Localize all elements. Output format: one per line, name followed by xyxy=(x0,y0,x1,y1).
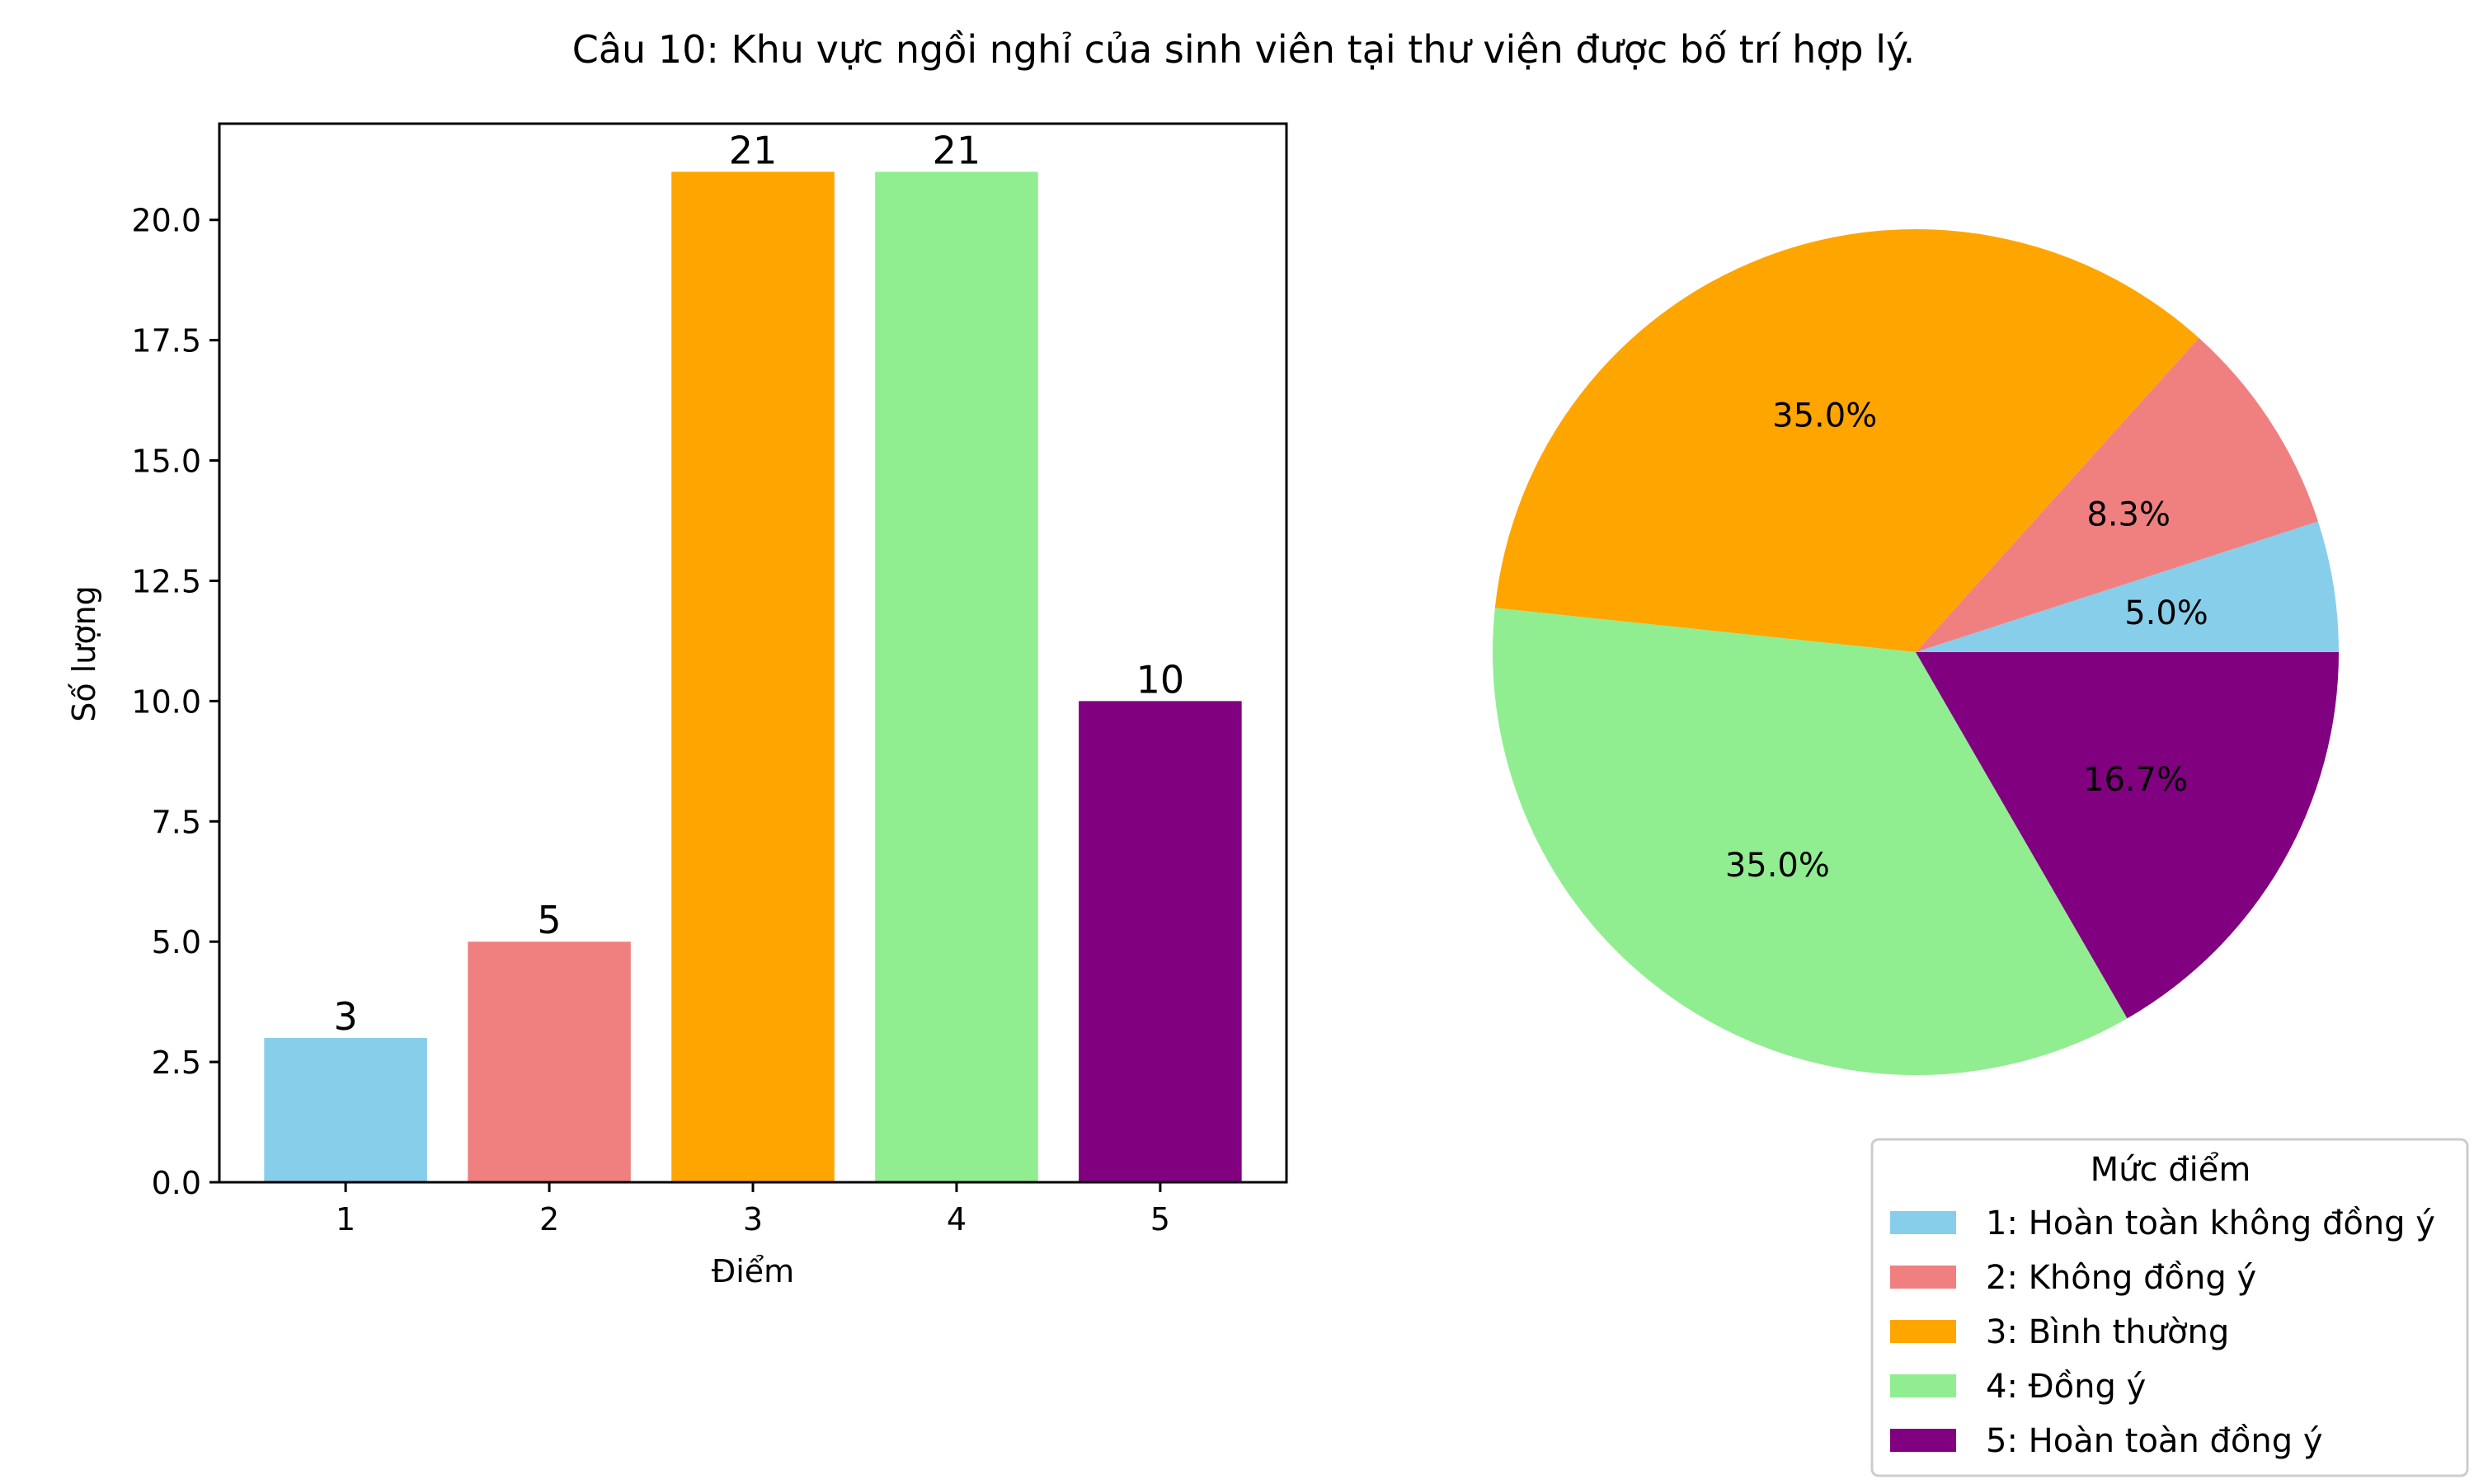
bar-value-label-4: 21 xyxy=(933,128,981,172)
legend-swatch-4 xyxy=(1890,1374,1956,1397)
y-tick-label: 2.5 xyxy=(152,1045,201,1081)
pie-percent-label-2: 8.3% xyxy=(2086,495,2171,533)
pie-percent-label-4: 35.0% xyxy=(1725,847,1830,885)
y-tick-label: 7.5 xyxy=(152,804,201,840)
bar-5 xyxy=(1079,701,1242,1182)
pie-percent-label-1: 5.0% xyxy=(2124,594,2208,632)
legend-title: Mức điểm xyxy=(2091,1151,2251,1189)
legend-swatch-1 xyxy=(1890,1211,1956,1234)
y-tick-label: 5.0 xyxy=(152,924,201,960)
legend: Mức điểm 1: Hoàn toàn không đồng ý 2: Khô… xyxy=(1870,1138,2469,1477)
legend-entry-4: 4: Đồng ý xyxy=(1986,1368,2146,1406)
y-tick-label: 10.0 xyxy=(131,683,201,720)
legend-entry-3: 3: Bình thường xyxy=(1986,1313,2229,1351)
bar-value-label-5: 10 xyxy=(1136,657,1185,702)
x-tick-label-3: 3 xyxy=(743,1201,763,1237)
pie-chart: 5.0% 8.3% 35.0% 35.0% 16.7% xyxy=(1493,229,2339,1075)
bar-x-axis-label: Điểm xyxy=(712,1253,794,1289)
bar-3 xyxy=(671,171,835,1182)
pie-slices xyxy=(1493,229,2339,1075)
legend-swatch-5 xyxy=(1890,1429,1956,1452)
bar-value-label-3: 21 xyxy=(729,128,778,172)
pie-slice-2 xyxy=(1916,337,2318,652)
y-tick-label: 0.0 xyxy=(152,1165,201,1201)
y-tick-label: 17.5 xyxy=(131,323,201,359)
bar-value-label-2: 5 xyxy=(537,898,561,942)
legend-entry-2: 2: Không đồng ý xyxy=(1986,1259,2256,1297)
y-tick-label: 15.0 xyxy=(131,444,201,480)
figure-title: Câu 10: Khu vực ngồi nghỉ của sinh viên … xyxy=(572,27,1916,72)
legend-entry-5: 5: Hoàn toàn đồng ý xyxy=(1986,1422,2323,1460)
y-tick-label: 12.5 xyxy=(131,563,201,599)
pie-labels: 5.0% 8.3% 35.0% 35.0% 16.7% xyxy=(1725,397,2208,885)
pie-percent-label-3: 35.0% xyxy=(1772,397,1877,435)
bar-1 xyxy=(264,1037,427,1182)
pie-slice-1 xyxy=(1916,521,2339,652)
x-tick-label-5: 5 xyxy=(1150,1201,1170,1237)
bar-value-label-1: 3 xyxy=(333,994,357,1039)
bar-4 xyxy=(875,171,1038,1182)
legend-frame xyxy=(1870,1138,2469,1477)
pie-slice-4 xyxy=(1493,608,2128,1075)
legend-entry-1: 1: Hoàn toàn không đồng ý xyxy=(1986,1205,2435,1242)
pie-percent-label-5: 16.7% xyxy=(2083,761,2188,799)
legend-swatch-2 xyxy=(1890,1266,1956,1289)
pie-slice-5 xyxy=(1916,652,2339,1019)
x-tick-label-1: 1 xyxy=(336,1201,355,1237)
legend-swatch-3 xyxy=(1890,1320,1956,1343)
bar-y-axis-label: Số lượng xyxy=(66,585,102,722)
y-tick-label: 20.0 xyxy=(131,203,201,239)
bar-2 xyxy=(468,942,631,1182)
pie-slice-3 xyxy=(1494,229,2199,653)
x-tick-label-4: 4 xyxy=(947,1201,967,1237)
legend-entries: 1: Hoàn toàn không đồng ý 2: Không đồng ý… xyxy=(1890,1205,2435,1460)
x-tick-label-2: 2 xyxy=(539,1201,559,1237)
